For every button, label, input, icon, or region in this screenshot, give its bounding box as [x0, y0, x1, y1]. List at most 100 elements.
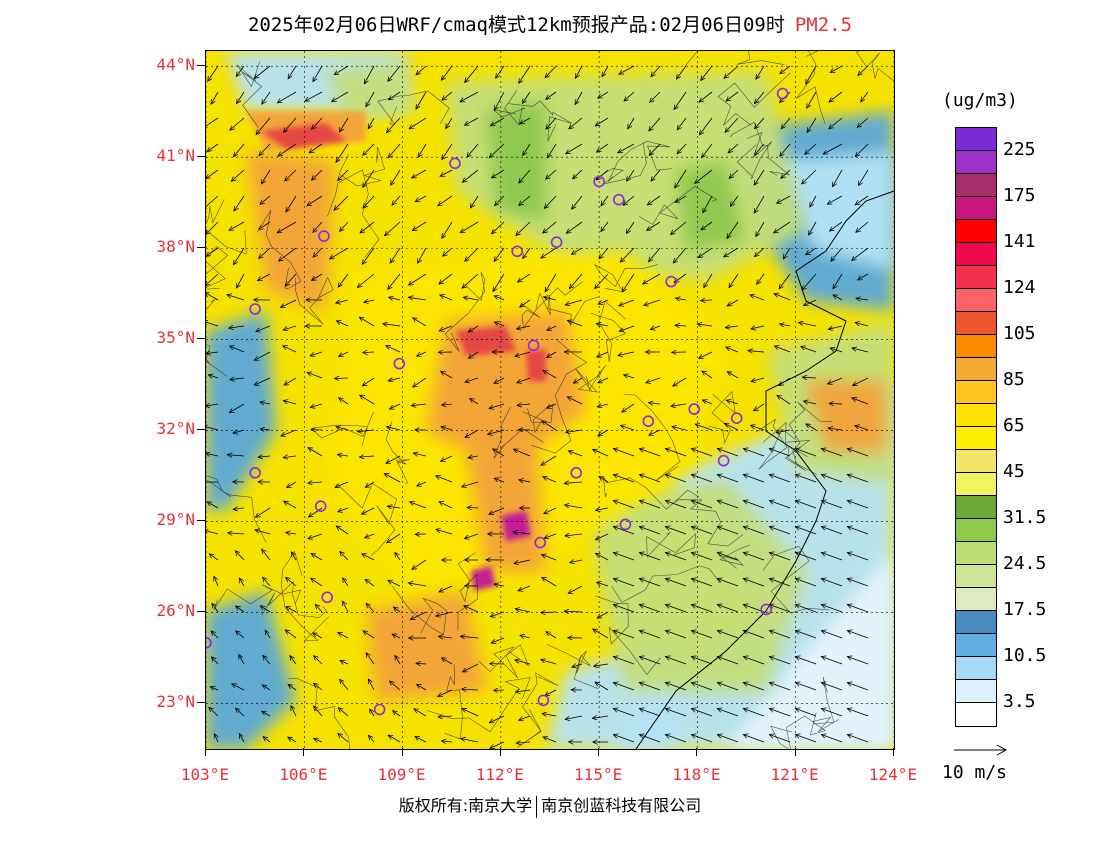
wind-arrow — [677, 143, 687, 154]
wind-arrow — [613, 735, 635, 743]
lon-tick-label: 103°E — [180, 765, 230, 784]
wind-arrow — [613, 527, 635, 535]
wind-arrow — [613, 657, 635, 665]
lat-tick — [197, 429, 205, 431]
wind-arrow — [769, 657, 791, 665]
wind-arrow — [543, 477, 557, 483]
wind-arrow — [387, 533, 401, 543]
wind-arrow — [206, 247, 219, 256]
wind-arrow — [234, 143, 245, 157]
province-border — [391, 585, 447, 636]
wind-arrow — [769, 449, 791, 457]
wind-arrow — [727, 299, 739, 306]
lon-tick — [794, 748, 796, 756]
wind-arrow — [206, 293, 219, 301]
wind-arrow — [206, 404, 219, 406]
station-marker — [776, 87, 789, 100]
wind-arrow — [288, 684, 297, 691]
wind-arrow — [542, 421, 557, 431]
wind-arrow — [470, 398, 479, 405]
wind-arrow — [701, 300, 713, 301]
wind-arrow — [408, 273, 427, 285]
wind-arrow — [754, 247, 765, 257]
wind-arrow — [828, 428, 843, 430]
wind-arrow — [254, 377, 271, 385]
wind-arrow — [287, 481, 297, 488]
wind-arrow — [566, 221, 583, 233]
wind-arrow — [388, 580, 401, 587]
northwest-orange — [246, 151, 336, 311]
province-border — [575, 365, 606, 393]
wind-arrow — [263, 577, 271, 587]
wind-arrow — [596, 169, 609, 180]
wind-arrow — [490, 611, 505, 617]
wind-arrow — [212, 657, 219, 665]
wind-arrow — [665, 631, 687, 639]
wind-arrow — [492, 169, 505, 178]
wind-arrow — [598, 299, 609, 304]
wind-arrow — [702, 143, 713, 158]
wind-arrow — [717, 709, 739, 717]
wind-arrow — [515, 690, 531, 692]
wind-arrow — [613, 501, 635, 509]
hebei-green — [676, 161, 746, 251]
wind-arrow — [408, 583, 427, 587]
wind-arrow — [618, 351, 635, 356]
lat-tick-label: 38°N — [156, 237, 195, 257]
wind-arrow — [743, 657, 765, 665]
wind-arrow — [691, 657, 713, 665]
chart-title: 2025年02月06日WRF/cmaq模式12km预报产品:02月06日09时 P… — [0, 10, 1100, 37]
wind-arrow — [602, 65, 609, 77]
wind-arrow — [519, 195, 531, 206]
wind-arrow — [613, 631, 635, 639]
wind-arrow — [769, 683, 791, 691]
wind-arrow — [755, 117, 765, 129]
wind-arrow — [861, 91, 869, 102]
wind-arrow — [520, 635, 531, 638]
wind-arrow — [209, 707, 219, 717]
wind-arrow — [691, 475, 713, 483]
legend-level-label: 225 — [1003, 139, 1036, 160]
province-border — [213, 584, 302, 610]
wind-arrow — [313, 221, 323, 232]
legend-swatch — [956, 289, 996, 312]
central-red-spot — [456, 326, 516, 356]
wind-arrow — [650, 91, 661, 102]
wind-arrow — [340, 552, 349, 561]
wind-arrow — [754, 195, 765, 213]
legend-level-label: 175 — [1003, 185, 1036, 206]
wind-arrow — [564, 482, 583, 483]
legend-swatch — [956, 381, 996, 404]
wind-arrow — [823, 143, 843, 154]
province-border — [206, 475, 267, 543]
wind-arrow — [639, 553, 661, 561]
wind-arrow — [339, 398, 349, 405]
wind-arrow — [227, 295, 245, 301]
wind-arrow — [311, 430, 323, 431]
province-border — [517, 672, 559, 748]
wind-arrow — [572, 664, 583, 667]
lon-tick-label: 124°E — [868, 765, 918, 784]
wind-arrow — [795, 449, 817, 457]
wind-arrow — [598, 91, 609, 98]
wind-arrow — [414, 709, 427, 717]
legend-level-label: 3.5 — [1003, 691, 1036, 712]
footer: 版权所有:南京大学 南京创蓝科技有限公司 — [0, 792, 1100, 818]
province-border — [595, 142, 647, 185]
wind-arrow — [338, 273, 349, 287]
wind-arrow — [724, 65, 739, 78]
wind-arrow — [769, 527, 791, 535]
station-marker — [449, 157, 461, 170]
wind-arrow — [743, 553, 765, 561]
wind-arrow — [389, 91, 401, 100]
wind-arrow — [639, 449, 661, 457]
wind-arrow — [311, 578, 323, 587]
wind-arrow — [234, 195, 245, 211]
wind-arrow — [699, 117, 713, 135]
wind-arrow — [338, 733, 349, 743]
lon-tick — [499, 748, 501, 756]
wind-arrow — [729, 273, 739, 288]
wind-arrow — [541, 247, 557, 258]
wind-arrow — [412, 169, 427, 178]
province-border — [788, 401, 833, 475]
